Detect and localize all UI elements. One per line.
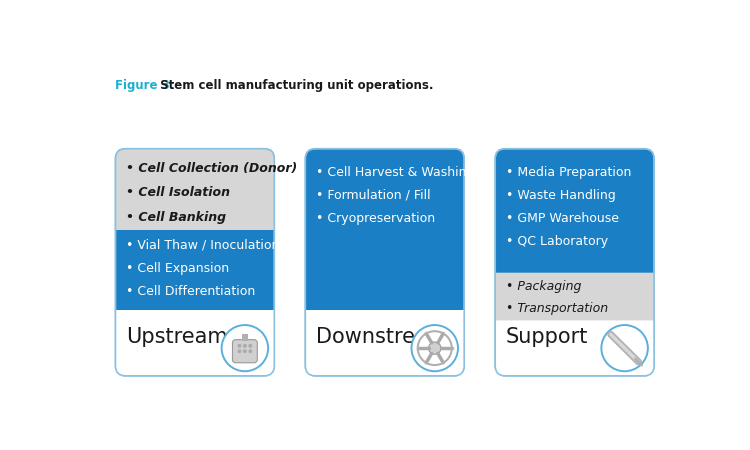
Text: • Packaging: • Packaging — [506, 280, 581, 293]
Text: • Cell Expansion: • Cell Expansion — [126, 262, 230, 275]
Text: Figure 3:: Figure 3: — [116, 79, 175, 92]
Circle shape — [412, 325, 458, 371]
Bar — [116, 220, 274, 230]
FancyBboxPatch shape — [305, 148, 464, 376]
FancyBboxPatch shape — [116, 148, 274, 230]
Circle shape — [248, 349, 252, 353]
Bar — [242, 333, 248, 341]
Circle shape — [222, 325, 268, 371]
Text: • GMP Warehouse: • GMP Warehouse — [506, 212, 619, 225]
FancyBboxPatch shape — [495, 273, 654, 320]
Text: • Cell Differentiation: • Cell Differentiation — [126, 285, 256, 298]
Circle shape — [243, 344, 247, 348]
Text: Upstream: Upstream — [126, 327, 228, 346]
Text: • Media Preparation: • Media Preparation — [506, 166, 632, 179]
Text: • Waste Handling: • Waste Handling — [506, 189, 616, 202]
Circle shape — [602, 325, 648, 371]
FancyBboxPatch shape — [116, 148, 274, 376]
Text: • Cell Harvest & Washing: • Cell Harvest & Washing — [316, 166, 475, 179]
Text: Support: Support — [506, 327, 589, 346]
Circle shape — [243, 349, 247, 353]
Text: Stem cell manufacturing unit operations.: Stem cell manufacturing unit operations. — [156, 79, 434, 92]
FancyBboxPatch shape — [116, 320, 274, 376]
Circle shape — [248, 344, 252, 348]
Text: • Cryopreservation: • Cryopreservation — [316, 212, 435, 225]
FancyBboxPatch shape — [305, 320, 464, 376]
FancyBboxPatch shape — [495, 148, 654, 376]
Circle shape — [238, 349, 242, 353]
Bar — [495, 310, 654, 376]
Circle shape — [428, 342, 441, 354]
Text: • Formulation / Fill: • Formulation / Fill — [316, 189, 430, 202]
Circle shape — [238, 344, 242, 348]
Text: • Cell Isolation: • Cell Isolation — [126, 186, 230, 199]
Text: Downstream: Downstream — [316, 327, 448, 346]
Bar — [305, 310, 464, 376]
Bar — [116, 310, 274, 376]
FancyBboxPatch shape — [495, 320, 654, 376]
Text: • Cell Banking: • Cell Banking — [126, 211, 226, 224]
Text: • Vial Thaw / Inoculation: • Vial Thaw / Inoculation — [126, 239, 280, 252]
Text: • QC Laboratory: • QC Laboratory — [506, 235, 608, 248]
FancyBboxPatch shape — [232, 340, 257, 363]
Text: • Transportation: • Transportation — [506, 302, 608, 315]
Text: • Cell Collection (Donor): • Cell Collection (Donor) — [126, 162, 298, 175]
